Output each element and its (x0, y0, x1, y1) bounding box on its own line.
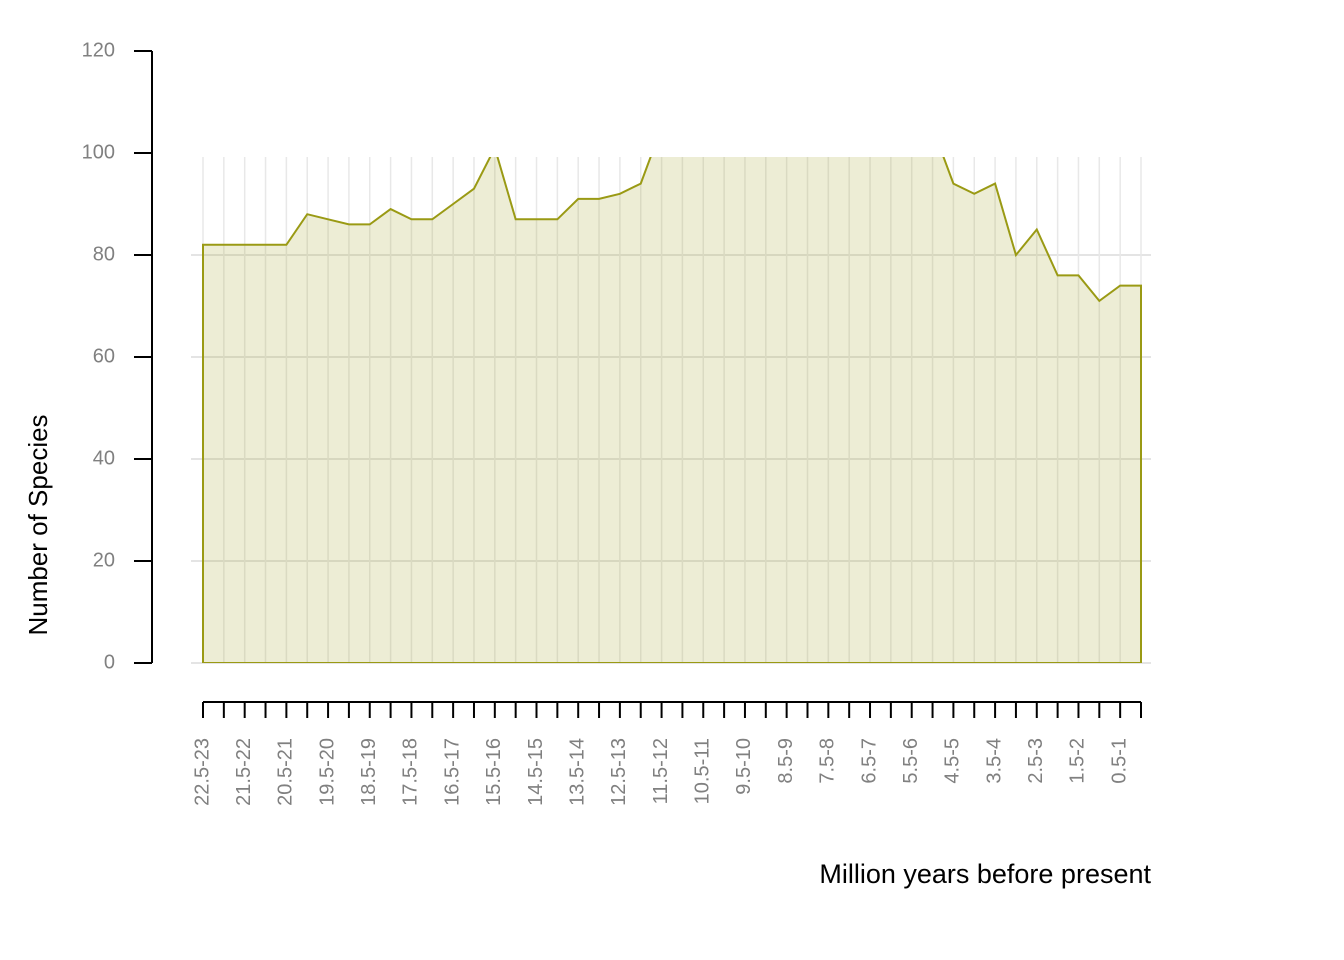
x-tick-label: 4.5-5 (942, 738, 964, 784)
x-tick-label: 3.5-4 (983, 738, 1005, 784)
x-tick-label: 8.5-9 (775, 738, 797, 784)
x-axis-title: Million years before present (819, 859, 1151, 889)
y-tick-label: 80 (93, 243, 115, 265)
grid (191, 157, 1151, 664)
x-tick-label: 16.5-17 (441, 738, 463, 806)
x-tick-label: 11.5-12 (650, 738, 672, 804)
y-tick-label: 20 (93, 549, 115, 571)
x-tick-label: 17.5-18 (400, 738, 422, 806)
y-tick-label: 60 (93, 345, 115, 367)
x-tick-label: 21.5-22 (233, 738, 255, 806)
x-tick-label: 2.5-3 (1025, 738, 1047, 784)
y-tick-label: 120 (82, 39, 115, 61)
x-tick-label: 20.5-21 (275, 738, 297, 806)
x-tick-label: 15.5-16 (483, 738, 505, 806)
x-tick-label: 1.5-2 (1067, 738, 1089, 784)
x-tick-label: 19.5-20 (316, 738, 338, 806)
x-tick-label: 7.5-8 (817, 738, 839, 784)
x-tick-label: 18.5-19 (358, 738, 380, 806)
y-tick-label: 100 (82, 141, 115, 163)
x-tick-label: 12.5-13 (608, 738, 630, 806)
area-fill (202, 157, 1142, 663)
axes: 0 20 40 60 80 100 120 22.5-23 21.5-22 20.5-21 19.5… (82, 39, 1142, 806)
x-tick-label: 22.5-23 (191, 738, 213, 806)
x-tick-label: 6.5-7 (858, 738, 880, 784)
x-tick-label: 5.5-6 (900, 738, 922, 784)
x-tick-label: 10.5-11 (692, 738, 714, 804)
x-tick-label: 13.5-14 (566, 738, 588, 806)
y-axis-title: Number of Species (23, 414, 53, 635)
y-tick-label: 40 (93, 447, 115, 469)
plot-area (202, 157, 1142, 663)
x-tick-label: 0.5-1 (1108, 738, 1130, 784)
x-tick-label: 14.5-15 (525, 738, 547, 806)
y-tick-label: 0 (104, 651, 115, 673)
x-tick-label: 9.5-10 (733, 738, 755, 795)
